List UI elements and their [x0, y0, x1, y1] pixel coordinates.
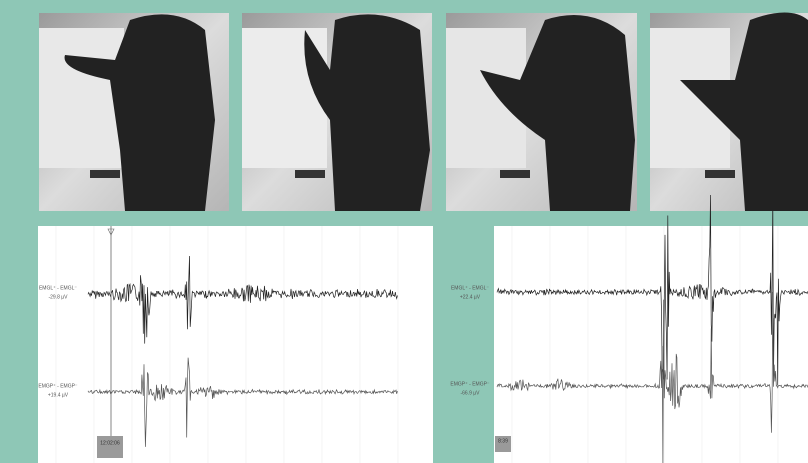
- channel-label: EMGP⁺ - EMGP⁻: [450, 381, 490, 387]
- photo-1: [39, 13, 229, 211]
- emg-panel-left: [38, 226, 433, 463]
- channel-label: EMGL⁺ - EMGL⁻: [39, 285, 77, 291]
- timestamp: 8:39: [498, 438, 508, 444]
- channel-amplitude: +19.4 µV: [48, 392, 69, 398]
- photo-3: [446, 13, 637, 211]
- timestamp-box: [97, 436, 123, 458]
- photo-4: [650, 13, 808, 212]
- channel-label: EMGP⁺ - EMGP⁻: [38, 383, 78, 389]
- channel-label: EMGL⁺ - EMGL⁻: [451, 285, 489, 291]
- emg-panel-right: [494, 226, 808, 463]
- timestamp: 12:02:06: [100, 440, 120, 446]
- channel-amplitude: -66.9 µV: [460, 390, 480, 396]
- photo-2: [242, 13, 432, 211]
- figure: 12:02:06 8:39 EMGL⁺ - EMGL⁻ -29.8 µV EMG…: [0, 0, 808, 463]
- composite: 12:02:06 8:39 EMGL⁺ - EMGL⁻ -29.8 µV EMG…: [0, 0, 808, 463]
- channel-amplitude: -29.8 µV: [48, 294, 68, 300]
- channel-amplitude: +22.4 µV: [460, 294, 481, 300]
